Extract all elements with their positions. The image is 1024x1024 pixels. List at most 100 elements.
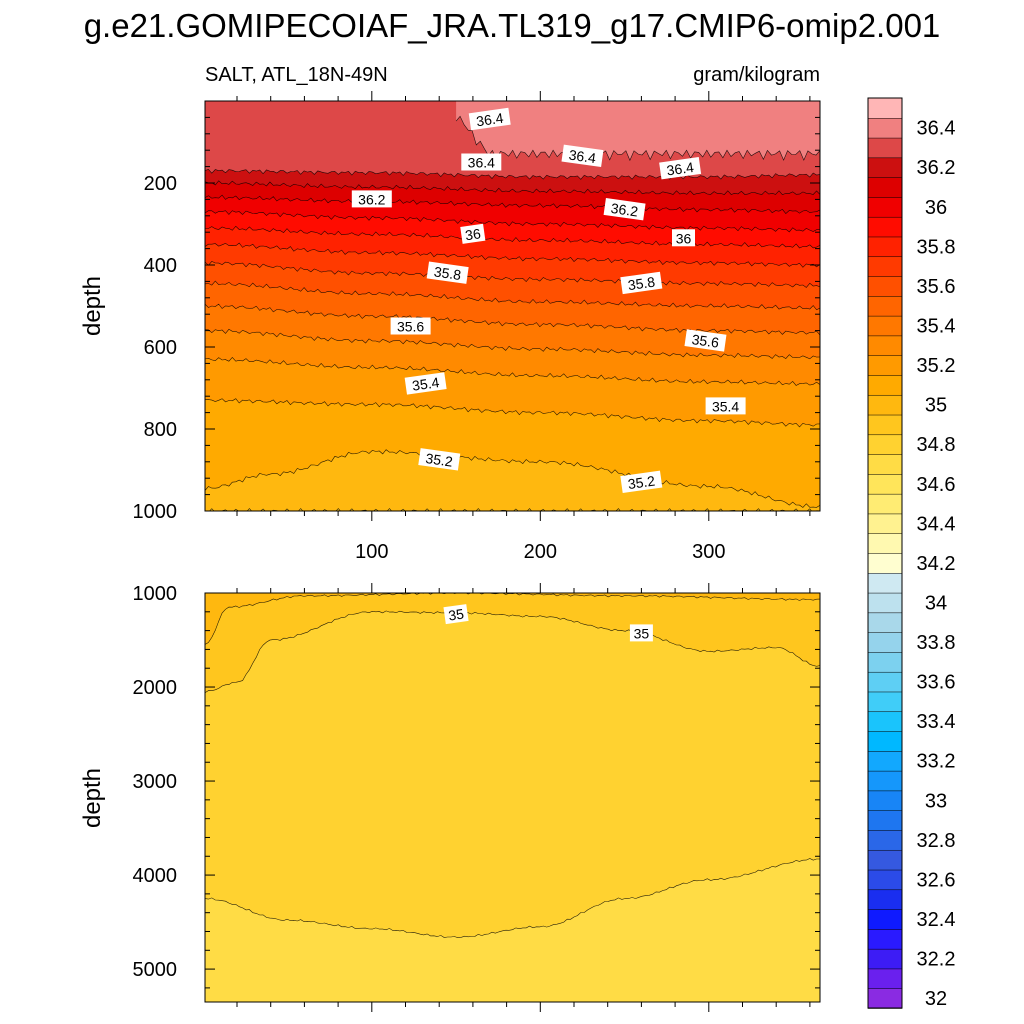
- upper-contour-label-text: 35.2: [425, 450, 454, 470]
- upper-contour-label-box: [684, 329, 727, 352]
- lower-ytick-label: 3000: [133, 771, 178, 793]
- upper-contour-label: 36.4: [461, 153, 502, 171]
- upper-xtick-label: 300: [692, 541, 725, 563]
- lower-ytick-label: 2000: [133, 677, 178, 699]
- lower-contour-label-text: 35: [447, 606, 465, 624]
- colorbar-box-32.3: [867, 928, 903, 950]
- colorbar: 32 32.2 32.4 32.6 32.8 33 33.2 33.4 33.6 33.8 34 34…: [867, 97, 956, 1010]
- upper-contour-line-35.6: [205, 280, 820, 311]
- upper-contour-label-text: 35.6: [397, 319, 424, 335]
- lower-contour-label: 35: [629, 624, 653, 642]
- upper-contour-label-box: [672, 229, 695, 247]
- upper-contour-label-box: [390, 317, 431, 335]
- upper-contour-label-box: [461, 153, 502, 171]
- colorbar-box-33.9: [867, 612, 903, 633]
- colorbar-box-35.9: [867, 216, 903, 238]
- colorbar-tick-label: 33: [925, 790, 947, 812]
- upper-contour-line-35.4: [205, 328, 820, 360]
- colorbar-box-34.1: [867, 572, 903, 594]
- upper-contour-label-text: 35.8: [433, 263, 462, 283]
- upper-contour-label: 36.4: [468, 107, 511, 131]
- colorbar-box-33.5: [867, 691, 903, 713]
- upper-contour-label: 35.2: [418, 448, 461, 471]
- colorbar-tick-label: 34.8: [917, 434, 956, 456]
- colorbar-box-32.1: [867, 968, 903, 989]
- upper-contour-label-box: [351, 190, 392, 208]
- upper-contour-label: 35.8: [426, 261, 469, 284]
- upper-ytick-label: 400: [144, 255, 177, 277]
- upper-contour-label-text: 35.4: [411, 374, 440, 394]
- colorbar-box-32.2: [867, 948, 903, 970]
- upper-ytick-label: 800: [144, 419, 177, 441]
- colorbar-tick-label: 35.4: [917, 316, 956, 338]
- colorbar-box-36.2: [867, 157, 903, 178]
- lower-contour-label-text: 35: [634, 625, 650, 641]
- upper-contour-label-box: [620, 470, 663, 494]
- upper-band-36.4: [456, 101, 820, 161]
- lower-band-34.9: [205, 593, 820, 693]
- colorbar-box-34: [867, 592, 903, 614]
- lower-ytick-label: 1000: [133, 583, 178, 605]
- upper-contour-label-text: 36.4: [475, 110, 504, 130]
- lower-contour-line-34.9: [205, 610, 820, 693]
- colorbar-box-32.4: [867, 908, 903, 930]
- colorbar-box-34.6: [867, 473, 903, 495]
- upper-contour-label-text: 36: [676, 230, 692, 246]
- colorbar-box-33.6: [867, 671, 903, 693]
- colorbar-box-34.2: [867, 552, 903, 574]
- colorbar-box-32.7: [867, 849, 903, 871]
- colorbar-tick-label: 35.6: [917, 276, 956, 298]
- figure-title: g.e21.GOMIPECOIAF_JRA.TL319_g17.CMIP6-om…: [84, 7, 941, 44]
- upper-ytick-label: 1000: [133, 501, 178, 523]
- upper-contour-label-text: 35.2: [627, 472, 656, 492]
- upper-contour-label: 36.4: [659, 157, 702, 180]
- colorbar-box-33.8: [867, 631, 903, 653]
- upper-contour-label-text: 36: [464, 225, 482, 243]
- colorbar-tick-label: 32.4: [917, 909, 956, 931]
- lower-depth-axis-label: depth: [79, 768, 106, 828]
- upper-contour-label: 36: [460, 223, 486, 244]
- upper-contour-line-35.8: [205, 242, 820, 268]
- lower-band-35: [205, 593, 820, 645]
- upper-contour-label: 35.4: [705, 397, 746, 415]
- upper-contour-line-36: [205, 210, 820, 233]
- upper-contour-label: 35.6: [684, 329, 727, 352]
- upper-contour-label-box: [620, 271, 663, 295]
- colorbar-box-35.8: [867, 236, 903, 258]
- upper-depth-axis-label: depth: [79, 276, 106, 336]
- lower-contour-label: 35: [443, 604, 469, 625]
- colorbar-tick-label: 32.8: [917, 830, 956, 852]
- upper-contour-panel: 36.4 36.4 36.4 36.4 36.2 36.2 36 36 35.8 35.8 35.6…: [133, 91, 821, 563]
- upper-panel-frame: [204, 100, 821, 512]
- colorbar-box-33.7: [867, 651, 903, 673]
- colorbar-box-34.3: [867, 532, 903, 554]
- colorbar-box-36.3: [867, 137, 903, 159]
- upper-contour-label-text: 35.4: [712, 398, 739, 414]
- upper-contour-line-36.1: [205, 194, 820, 215]
- upper-contour-label-box: [468, 107, 511, 131]
- upper-contour-label-text: 36.2: [358, 191, 385, 207]
- colorbar-box-32.6: [867, 869, 903, 891]
- upper-contour-label-text: 36.4: [468, 155, 495, 171]
- upper-contour-line-36.3: [205, 168, 820, 180]
- colorbar-box-35.1: [867, 374, 903, 396]
- upper-ytick-label: 600: [144, 337, 177, 359]
- colorbar-box-36.5: [867, 97, 903, 119]
- colorbar-box-32.8: [867, 829, 903, 851]
- lower-panel-frame: [204, 592, 821, 1003]
- upper-contour-line-35.7: [205, 261, 820, 288]
- colorbar-box-33.1: [867, 770, 903, 792]
- upper-contour-line-35.2: [205, 398, 820, 428]
- upper-contour-label: 35.6: [390, 317, 431, 335]
- lower-ytick-label: 5000: [133, 959, 178, 981]
- colorbar-box-35.2: [867, 354, 903, 376]
- lower-contour-line-34.8: [205, 858, 820, 939]
- colorbar-tick-label: 36: [925, 197, 947, 219]
- upper-contour-line-36.4: [455, 115, 820, 162]
- colorbar-tick-label: 35.8: [917, 236, 956, 258]
- lower-contour-panel: 35 35 1000 2000 3000 4000 5000: [133, 583, 821, 1012]
- upper-contour-label-box: [705, 397, 746, 415]
- colorbar-box-36.4: [867, 117, 903, 139]
- colorbar-box-33: [867, 790, 903, 811]
